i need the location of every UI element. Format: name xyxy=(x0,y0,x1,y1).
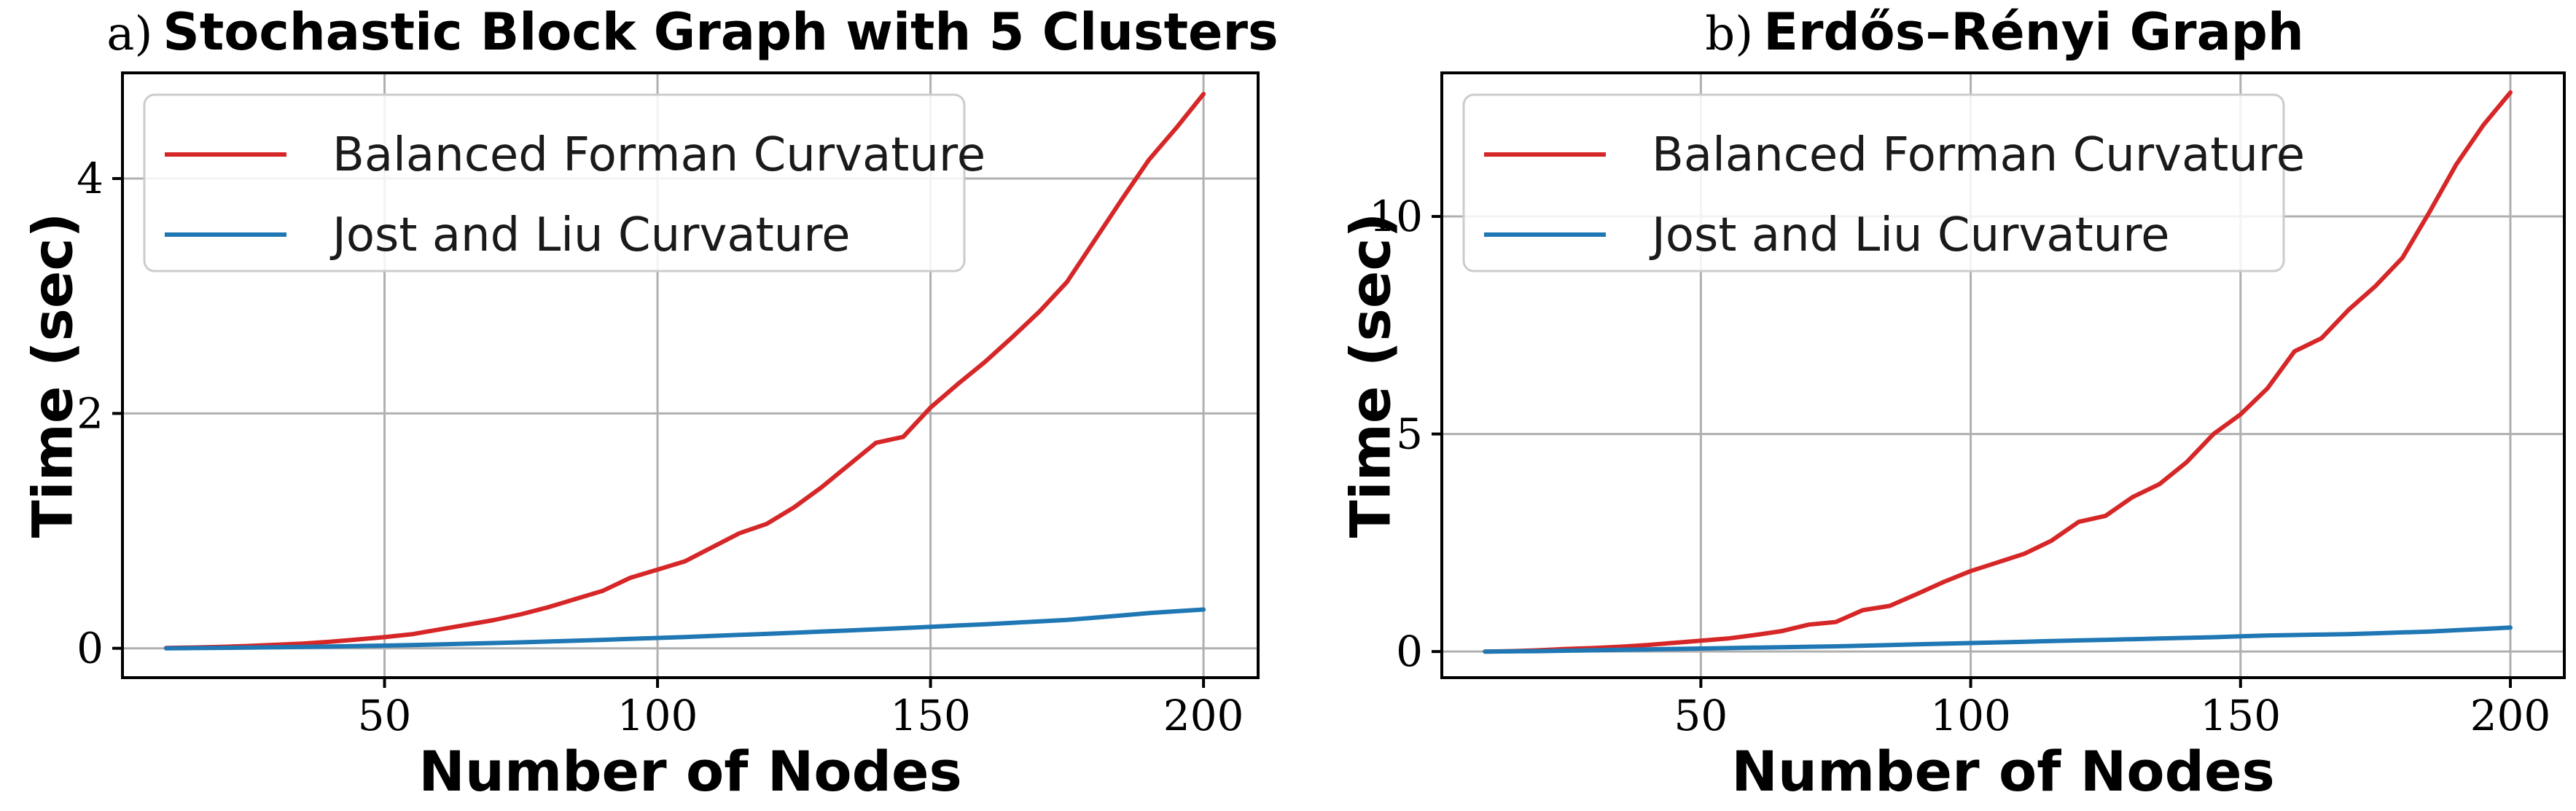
y-tick-label: 0 xyxy=(77,624,104,673)
chart-panel-b: 50 100 150 200 0 5 10 b) Erdős–Rényi Graph Number… xyxy=(1338,2,2566,804)
chart-title-prefix: a) xyxy=(106,7,152,61)
legend-label-jost-liu: Jost and Liu Curvature xyxy=(329,208,851,262)
chart-title: b) Erdős–Rényi Graph xyxy=(1705,2,2304,62)
legend-label-jost-liu: Jost and Liu Curvature xyxy=(1649,208,2170,262)
series-line-jost-liu xyxy=(1483,625,2513,654)
legend-box xyxy=(1462,93,2285,273)
plot-frame xyxy=(1440,71,2566,679)
y-axis-label: Time (sec) xyxy=(1338,213,1403,538)
y-tick-label: 10 xyxy=(1369,192,1423,241)
chart-title: a) Stochastic Block Graph with 5 Clusters xyxy=(106,2,1278,62)
chart-panel-a: 50 100 150 200 0 2 4 a) Stochastic Block Graph w… xyxy=(20,2,1279,804)
x-tick-label: 50 xyxy=(1674,691,1728,740)
series-line-jost-liu xyxy=(163,607,1206,651)
chart-title-text: Stochastic Block Graph with 5 Clusters xyxy=(163,2,1278,62)
legend: Balanced Forman Curvature Jost and Liu Cu… xyxy=(143,93,985,273)
x-tick-label: 200 xyxy=(2470,691,2551,740)
legend-box xyxy=(143,93,966,273)
legend-label-balanced-forman: Balanced Forman Curvature xyxy=(1652,128,2305,182)
x-axis-label: Number of Nodes xyxy=(418,739,962,804)
y-tick-label: 4 xyxy=(77,154,104,203)
series-line-balanced-forman xyxy=(1483,90,2513,654)
legend-label-balanced-forman: Balanced Forman Curvature xyxy=(332,128,985,182)
x-tick-label: 100 xyxy=(1930,691,2011,740)
legend: Balanced Forman Curvature Jost and Liu Cu… xyxy=(1462,93,2305,273)
series-line-balanced-forman xyxy=(163,92,1206,651)
y-tick-label: 5 xyxy=(1396,410,1423,459)
plot-frame xyxy=(121,71,1260,679)
x-tick-label: 100 xyxy=(617,691,698,740)
y-tick-label: 2 xyxy=(77,388,104,438)
chart-title-text: Erdős–Rényi Graph xyxy=(1763,2,2304,62)
x-tick-label: 150 xyxy=(890,691,971,740)
x-tick-label: 150 xyxy=(2200,691,2281,740)
chart-title-prefix: b) xyxy=(1705,7,1753,61)
x-tick-label: 200 xyxy=(1163,691,1244,740)
y-axis-label: Time (sec) xyxy=(20,213,85,538)
y-tick-label: 0 xyxy=(1396,627,1423,676)
x-tick-label: 50 xyxy=(358,691,412,740)
x-axis-label: Number of Nodes xyxy=(1731,739,2275,804)
